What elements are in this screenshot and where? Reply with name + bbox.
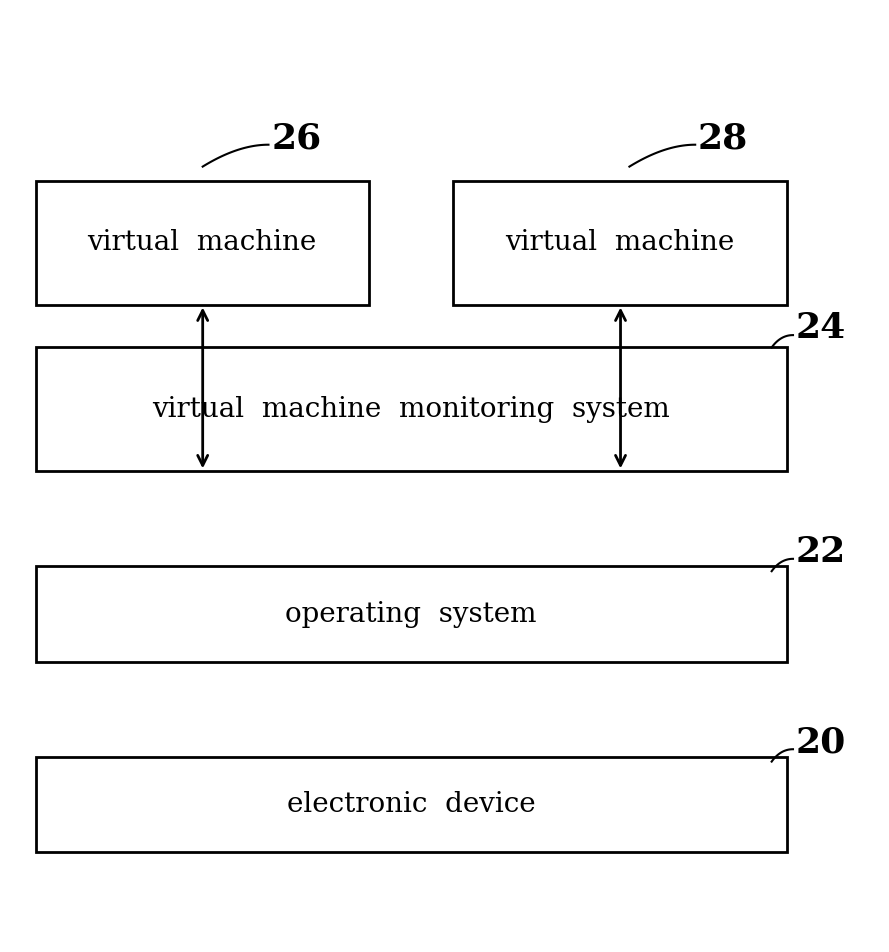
Text: 24: 24 (796, 311, 846, 346)
Bar (36, 757, 787, 852)
Text: 22: 22 (796, 535, 846, 569)
Text: 28: 28 (698, 121, 749, 155)
Bar (453, 181, 787, 305)
Bar (36, 347, 787, 471)
Text: electronic  device: electronic device (287, 791, 535, 818)
Bar (36, 566, 787, 662)
Text: virtual  machine  monitoring  system: virtual machine monitoring system (152, 396, 670, 423)
Bar (36, 181, 369, 305)
Text: virtual  machine: virtual machine (88, 229, 316, 256)
Text: 26: 26 (271, 121, 322, 155)
Text: virtual  machine: virtual machine (506, 229, 734, 256)
Text: 20: 20 (796, 725, 846, 760)
Text: operating  system: operating system (285, 601, 537, 627)
